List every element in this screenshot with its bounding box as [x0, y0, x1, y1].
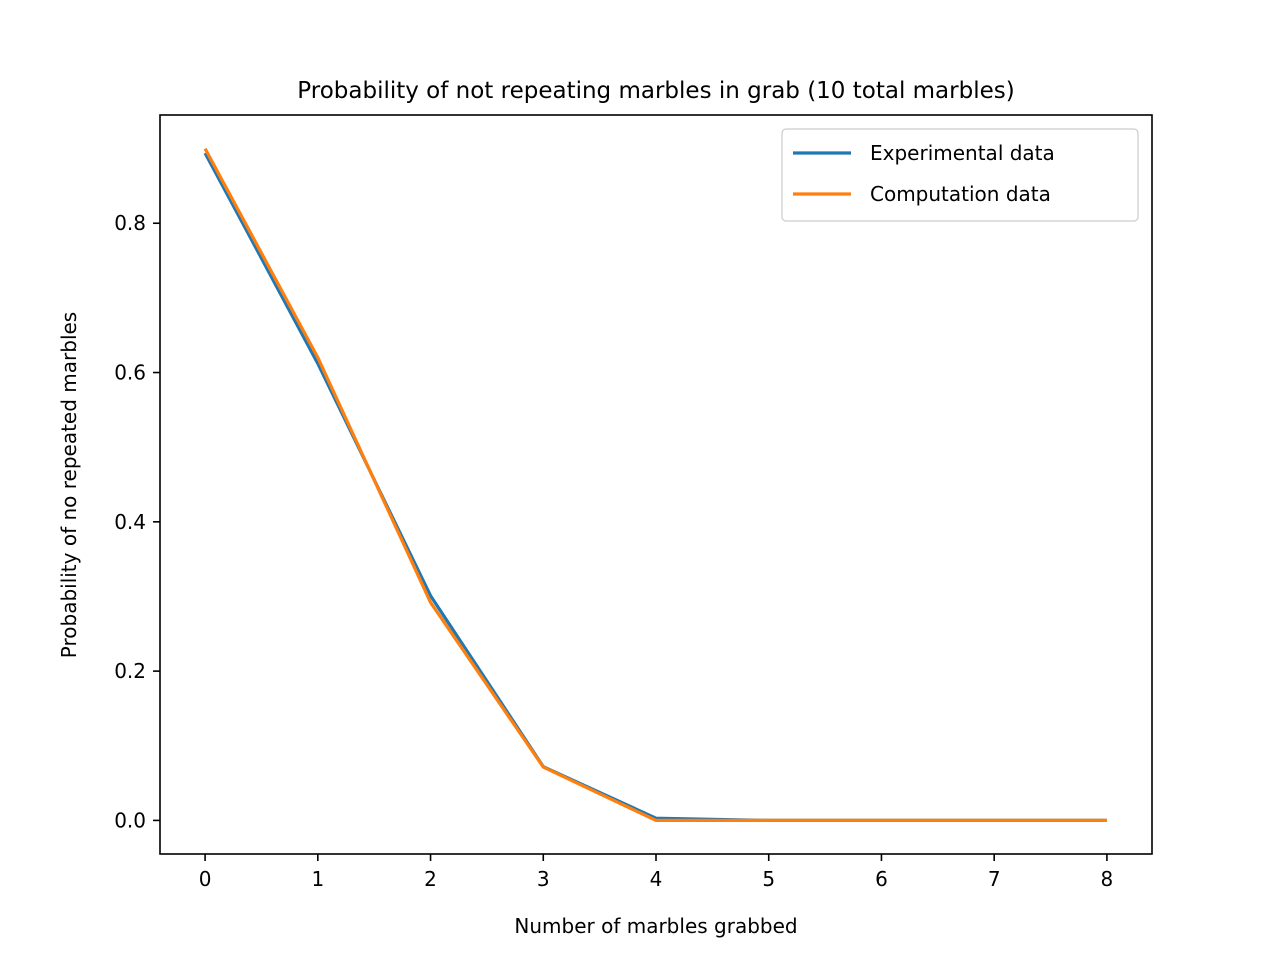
series-layer	[203, 147, 1107, 823]
x-tick-label: 2	[424, 867, 437, 891]
series-line-2	[203, 147, 1107, 823]
x-tick-label: 1	[311, 867, 324, 891]
legend-label-1: Experimental data	[870, 141, 1055, 165]
y-axis-ticks: 0.0 0.2 0.4 0.6 0.8	[114, 211, 160, 832]
x-tick-label: 3	[537, 867, 550, 891]
y-tick-label: 0.0	[114, 808, 146, 832]
x-axis-ticks: 0 1 2 3 4 5 6 7 8	[199, 854, 1114, 891]
x-tick-label: 8	[1101, 867, 1114, 891]
x-axis-label: Number of marbles grabbed	[514, 914, 797, 938]
x-tick-label: 6	[875, 867, 888, 891]
legend: Experimental data Computation data	[781, 128, 1139, 222]
y-axis-label: Probability of no repeated marbles	[57, 312, 81, 658]
x-tick-label: 7	[988, 867, 1001, 891]
y-tick-label: 0.6	[114, 361, 146, 385]
chart-title: Probability of not repeating marbles in …	[297, 78, 1014, 104]
x-tick-label: 0	[199, 867, 212, 891]
y-tick-label: 0.2	[114, 659, 146, 683]
legend-box	[781, 128, 1139, 222]
legend-label-2: Computation data	[870, 182, 1051, 206]
x-tick-label: 5	[762, 867, 775, 891]
x-tick-label: 4	[650, 867, 663, 891]
y-tick-label: 0.4	[114, 510, 146, 534]
y-tick-label: 0.8	[114, 211, 146, 235]
